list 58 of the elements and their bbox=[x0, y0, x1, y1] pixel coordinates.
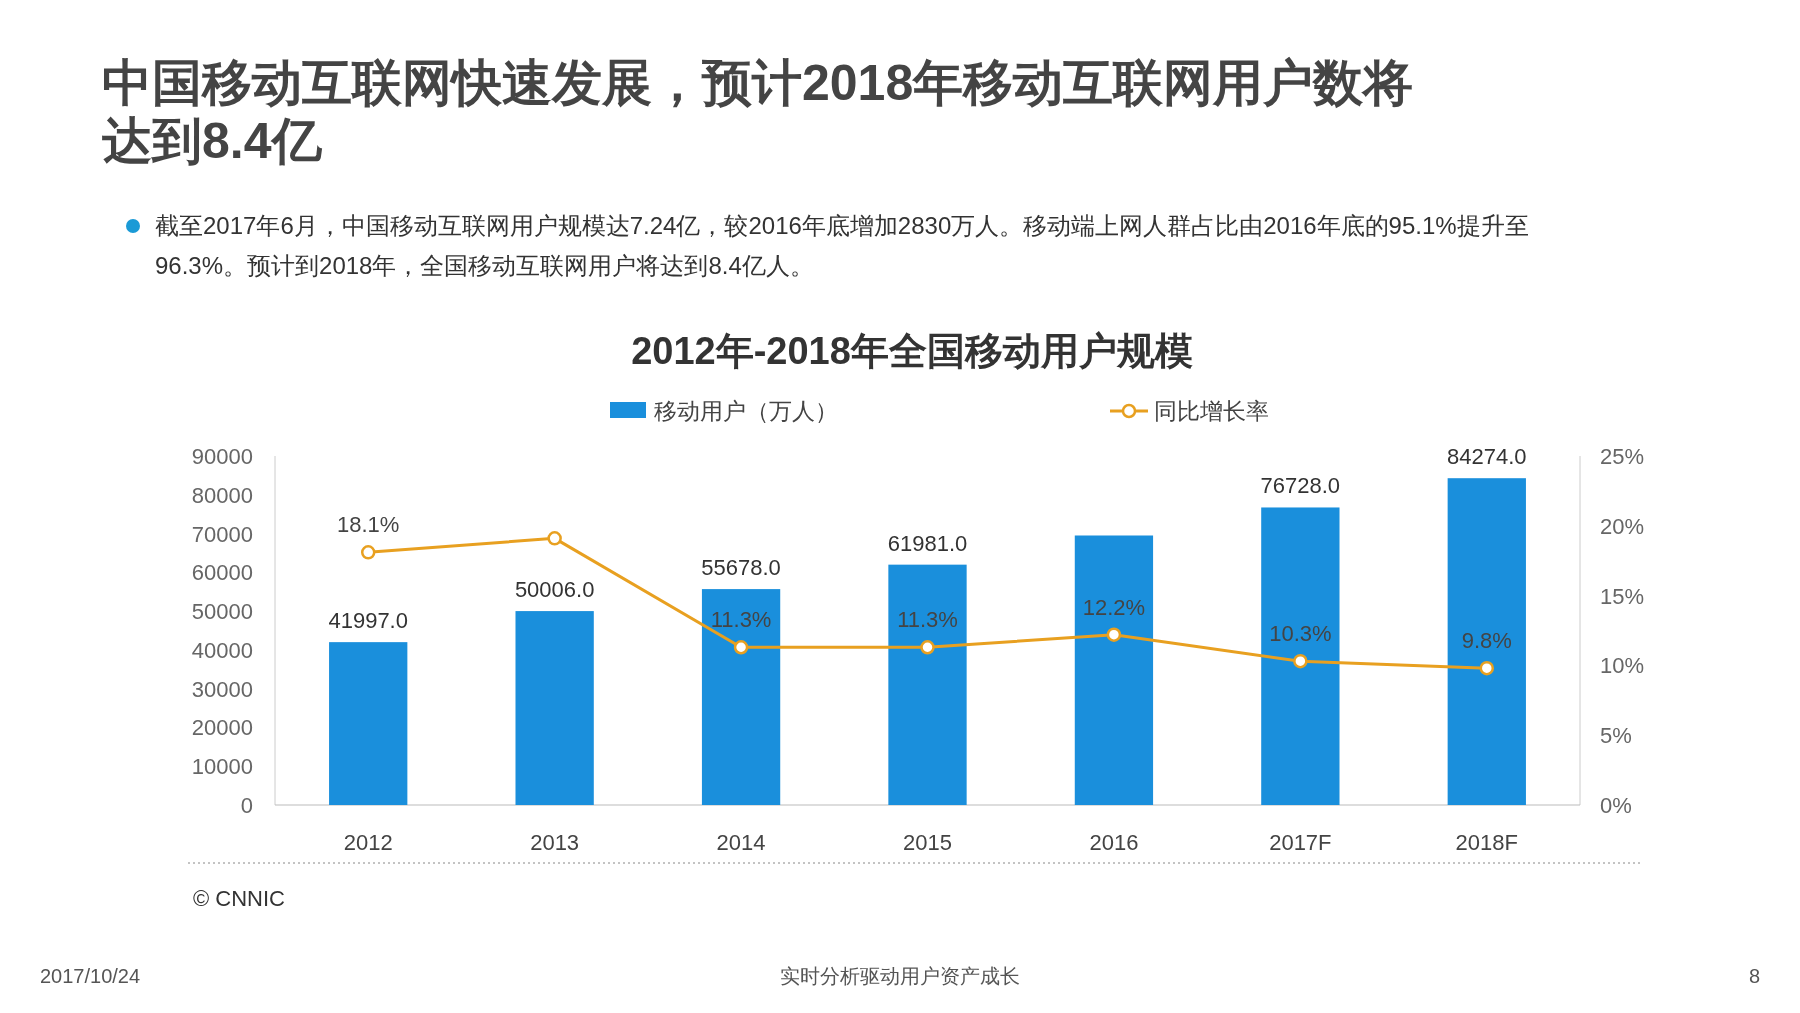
y-tick-label: 80000 bbox=[191, 482, 253, 508]
data-label: 18.1% bbox=[337, 512, 400, 538]
y-tick-label: 40000 bbox=[191, 637, 253, 663]
bar bbox=[1447, 478, 1526, 805]
bar bbox=[1074, 535, 1154, 805]
y2-tick-label: 5% bbox=[1600, 723, 1632, 749]
data-label: 84274.0 bbox=[1447, 444, 1527, 470]
data-label: 9.8% bbox=[1461, 628, 1512, 654]
text: 2017/10/24 bbox=[40, 965, 141, 987]
y-tick-label: 10000 bbox=[191, 754, 253, 780]
y-tick-label: 0 bbox=[240, 793, 253, 818]
data-label: 41997.0 bbox=[328, 608, 408, 634]
point bbox=[1479, 660, 1495, 676]
text: 8 bbox=[1748, 965, 1760, 987]
data-label: 61981.0 bbox=[887, 530, 968, 556]
point bbox=[920, 640, 935, 655]
y2-tick-label: 20% bbox=[1600, 513, 1645, 539]
bar bbox=[515, 611, 594, 805]
y-tick-label: 50000 bbox=[191, 599, 253, 625]
text: 中国移动互联网快速发展，预计2018年移动互联网用户数将达到8.4亿 bbox=[102, 55, 1414, 169]
y-tick-label: 60000 bbox=[191, 560, 253, 586]
text: © CNNIC bbox=[193, 886, 286, 911]
data-label: 55678.0 bbox=[701, 555, 781, 581]
data-label: 12.2% bbox=[1082, 594, 1146, 620]
y-tick-label: 30000 bbox=[191, 676, 253, 702]
x-tick-label: 2013 bbox=[530, 830, 580, 855]
legend-label: 移动用户（万人） bbox=[654, 398, 838, 424]
point bbox=[1293, 653, 1308, 669]
data-label: 11.3% bbox=[897, 607, 958, 633]
bar bbox=[329, 642, 408, 805]
text: 实时分析驱动用户资产成长 bbox=[780, 965, 1020, 987]
x-tick-label: 2014 bbox=[716, 830, 766, 855]
y-tick-label: 70000 bbox=[191, 521, 253, 547]
y2-tick-label: 15% bbox=[1600, 583, 1645, 609]
bar bbox=[701, 589, 781, 805]
y2-tick-label: 0% bbox=[1600, 793, 1632, 818]
point bbox=[733, 640, 749, 655]
bar bbox=[888, 564, 967, 805]
y2-tick-label: 25% bbox=[1600, 444, 1645, 469]
x-tick-label: 2015 bbox=[903, 830, 952, 855]
data-label: 76728.0 bbox=[1260, 473, 1341, 499]
text: 截至2017年6月，中国移动互联网用户规模达7.24亿，较2016年底增加2830万人。移动端上网人群占比由2016年底的95.1%提升至96.3%。预计到2018年，全国移动互联网用户将达到8.4亿人。 bbox=[155, 212, 1529, 279]
x-tick-label: 2012 bbox=[343, 830, 393, 855]
chart-title: 2012年-2018年全国移动用户规模 bbox=[631, 330, 1193, 372]
point bbox=[1106, 627, 1122, 642]
bar bbox=[1261, 507, 1340, 805]
x-tick-label: 2017F bbox=[1269, 830, 1332, 855]
y-tick-label: 20000 bbox=[191, 715, 253, 741]
point bbox=[360, 545, 376, 560]
y-tick-label: 90000 bbox=[191, 444, 253, 469]
data-label: 50006.0 bbox=[514, 577, 595, 603]
data-label: 11.3% bbox=[710, 607, 772, 633]
point bbox=[547, 531, 562, 546]
x-tick-label: 2018F bbox=[1455, 830, 1518, 855]
x-tick-label: 2016 bbox=[1089, 830, 1139, 855]
legend-label: 同比增长率 bbox=[1154, 398, 1269, 424]
data-label: 10.3% bbox=[1269, 621, 1332, 647]
y2-tick-label: 10% bbox=[1600, 653, 1645, 679]
